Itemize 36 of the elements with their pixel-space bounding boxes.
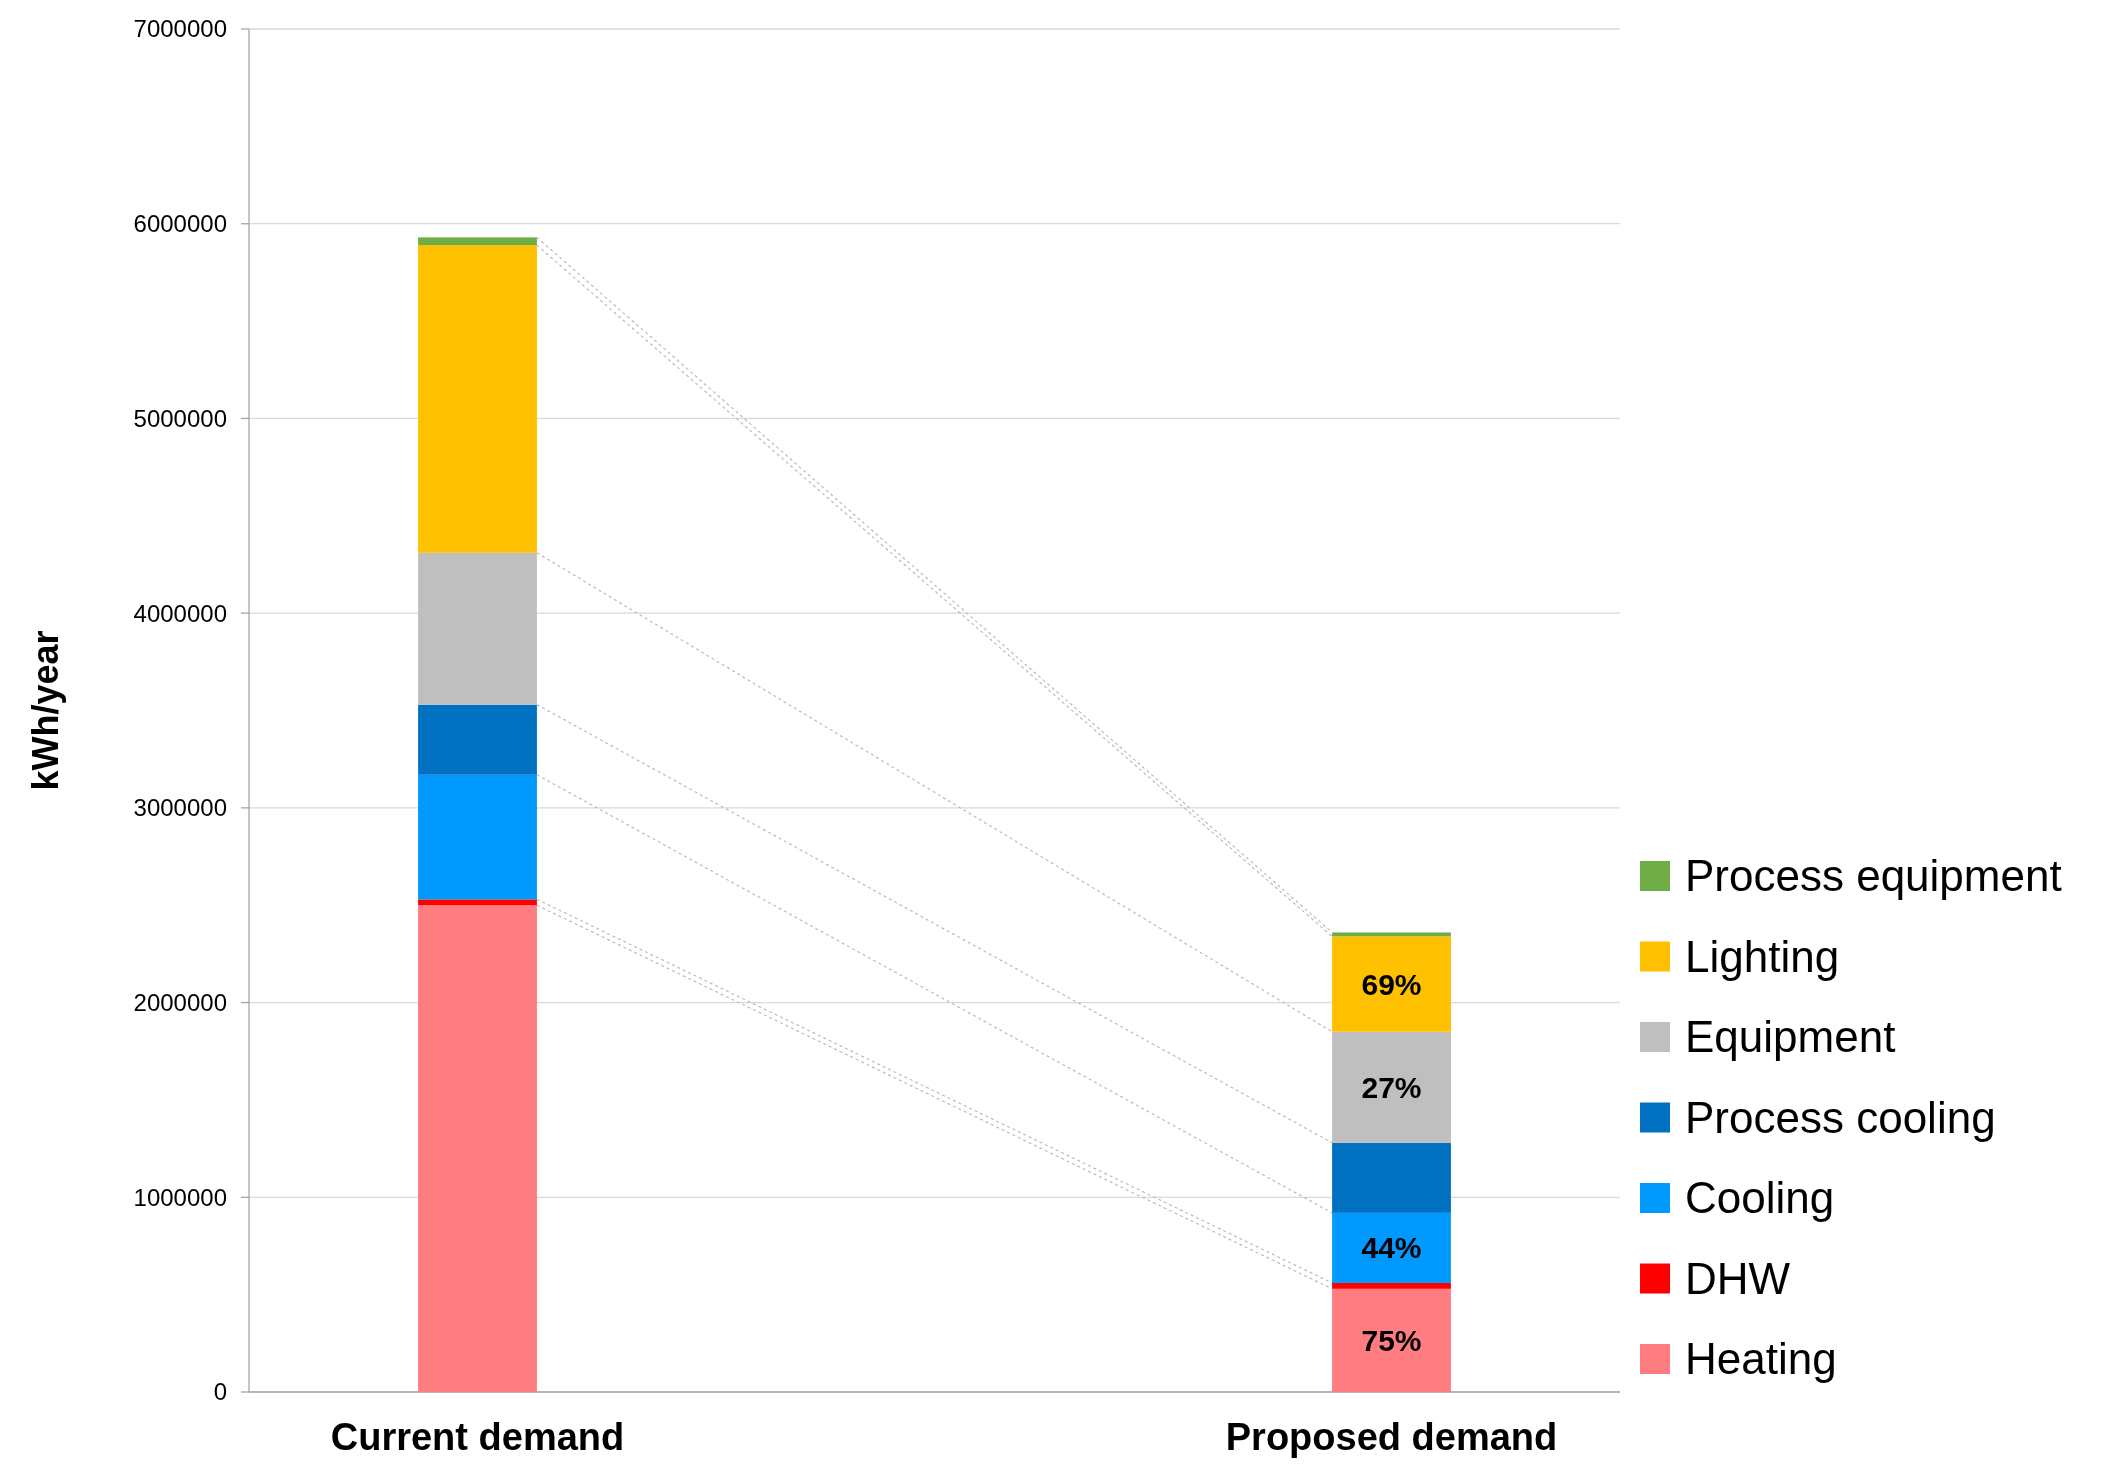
- annotation: 44%: [1361, 1231, 1422, 1265]
- annotation: 27%: [1361, 1070, 1422, 1104]
- legend-label: DHW: [1685, 1253, 1791, 1303]
- y-tick-label: 1000000: [133, 1183, 227, 1211]
- legend-label: Process cooling: [1685, 1092, 1996, 1142]
- y-tick-label: 3000000: [133, 794, 227, 822]
- annotation: 75%: [1361, 1323, 1422, 1357]
- y-tick-label: 5000000: [133, 404, 227, 432]
- bar: [418, 245, 537, 553]
- y-axis-title: kWh/year: [25, 630, 66, 791]
- legend-label: Equipment: [1685, 1012, 1896, 1062]
- y-tick-label: 7000000: [133, 15, 227, 43]
- bar: [1332, 1142, 1451, 1213]
- bar: [418, 552, 537, 705]
- annotation: 69%: [1361, 967, 1422, 1001]
- bar: [1332, 932, 1451, 937]
- y-tick-label: 2000000: [133, 988, 227, 1016]
- y-tick-label: 0: [213, 1378, 227, 1406]
- x-tick-label: Current demand: [330, 1416, 625, 1458]
- x-tick-label: Proposed demand: [1225, 1416, 1558, 1458]
- legend-label: Lighting: [1685, 931, 1840, 981]
- bar: [418, 899, 537, 906]
- bar: [418, 704, 537, 775]
- bar: [1332, 1282, 1451, 1289]
- bar: [1332, 1288, 1451, 1392]
- bar: [418, 237, 537, 246]
- bar: [418, 905, 537, 1392]
- bar: [1332, 1212, 1451, 1283]
- legend-label: Heating: [1685, 1334, 1837, 1384]
- bar: [1332, 936, 1451, 1032]
- legend-label: Process equipment: [1685, 851, 2062, 901]
- y-tick-label: 4000000: [133, 599, 227, 627]
- bar: [418, 774, 537, 900]
- legend-label: Cooling: [1685, 1173, 1835, 1223]
- bar: [1332, 1031, 1451, 1143]
- y-tick-label: 6000000: [133, 210, 227, 238]
